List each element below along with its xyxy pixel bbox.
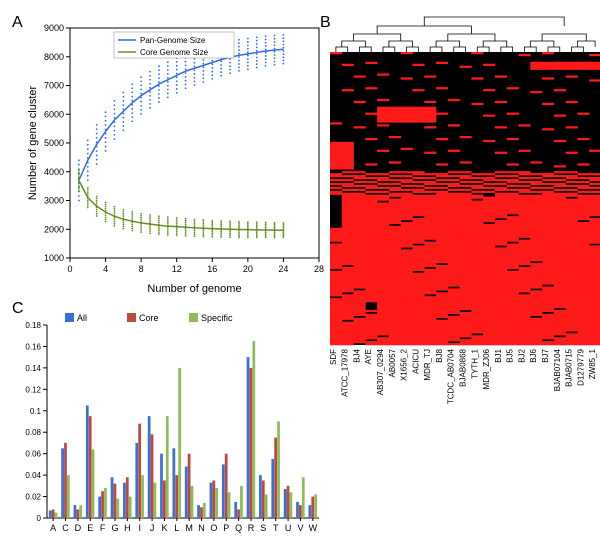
svg-text:BJAB07104: BJAB07104 bbox=[553, 348, 562, 391]
svg-text:BJAB0868: BJAB0868 bbox=[459, 348, 468, 386]
svg-text:0.02: 0.02 bbox=[25, 493, 41, 502]
svg-text:Core: Core bbox=[139, 313, 159, 323]
svg-text:20: 20 bbox=[243, 264, 253, 274]
svg-text:0.06: 0.06 bbox=[25, 450, 41, 459]
svg-text:0.1: 0.1 bbox=[30, 407, 42, 416]
svg-text:TCDC_AB0704: TCDC_AB0704 bbox=[447, 348, 456, 404]
svg-text:24: 24 bbox=[278, 264, 288, 274]
svg-text:E: E bbox=[87, 523, 93, 533]
svg-text:AB307_0294: AB307_0294 bbox=[376, 348, 385, 395]
svg-text:0.08: 0.08 bbox=[25, 428, 41, 437]
svg-text:0.14: 0.14 bbox=[25, 364, 41, 373]
svg-text:0.04: 0.04 bbox=[25, 471, 41, 480]
svg-text:ACICU: ACICU bbox=[411, 349, 420, 374]
svg-text:I: I bbox=[138, 523, 141, 533]
svg-text:BJ8: BJ8 bbox=[435, 348, 444, 362]
svg-text:X1656_2: X1656_2 bbox=[400, 348, 409, 381]
svg-text:TYTH_1: TYTH_1 bbox=[470, 348, 479, 378]
svg-text:4000: 4000 bbox=[44, 167, 64, 177]
svg-text:MDR_TJ: MDR_TJ bbox=[423, 349, 432, 381]
svg-text:AB0057: AB0057 bbox=[388, 348, 397, 377]
panel-b-heatmap: SDFATCC_17978BJ4AYEAB307_0294AB0057X1656… bbox=[328, 12, 600, 417]
svg-text:0: 0 bbox=[67, 264, 72, 274]
svg-text:ZW85_1: ZW85_1 bbox=[588, 348, 597, 379]
svg-text:9000: 9000 bbox=[44, 23, 64, 33]
svg-text:AYE: AYE bbox=[364, 349, 373, 364]
svg-text:O: O bbox=[210, 523, 217, 533]
svg-text:H: H bbox=[124, 523, 131, 533]
svg-text:Core Genome Size: Core Genome Size bbox=[140, 48, 209, 57]
svg-text:1000: 1000 bbox=[44, 253, 64, 263]
svg-text:U: U bbox=[285, 523, 292, 533]
svg-text:BJ4: BJ4 bbox=[352, 348, 361, 362]
svg-text:8: 8 bbox=[139, 264, 144, 274]
panel-c-chart: 0 0.02 0.04 0.06 0.08 0.1 0.12 0.14 0.16 0.18 ACDE… bbox=[15, 305, 325, 540]
svg-text:T: T bbox=[273, 523, 279, 533]
svg-text:K: K bbox=[161, 523, 167, 533]
svg-text:F: F bbox=[100, 523, 106, 533]
svg-text:S: S bbox=[260, 523, 266, 533]
panel-a-chart: 1000 2000 3000 4000 5000 6000 7000 8000 9000 0 4 8 1… bbox=[22, 18, 327, 298]
svg-text:2000: 2000 bbox=[44, 224, 64, 234]
svg-text:ATCC_17978: ATCC_17978 bbox=[341, 348, 350, 396]
svg-text:L: L bbox=[174, 523, 179, 533]
svg-text:12: 12 bbox=[172, 264, 182, 274]
svg-text:P: P bbox=[223, 523, 229, 533]
svg-text:BJ6: BJ6 bbox=[529, 348, 538, 362]
svg-text:3000: 3000 bbox=[44, 196, 64, 206]
svg-text:G: G bbox=[111, 523, 118, 533]
svg-text:BJ1: BJ1 bbox=[494, 348, 503, 362]
svg-text:0.12: 0.12 bbox=[25, 385, 41, 394]
svg-text:J: J bbox=[150, 523, 155, 533]
svg-text:Q: Q bbox=[235, 523, 242, 533]
svg-text:MDR_ZJ06: MDR_ZJ06 bbox=[482, 348, 491, 389]
svg-text:R: R bbox=[248, 523, 255, 533]
svg-text:6000: 6000 bbox=[44, 109, 64, 119]
svg-text:Number of gene cluster: Number of gene cluster bbox=[27, 86, 39, 201]
svg-text:V: V bbox=[297, 523, 303, 533]
svg-text:Number of genome: Number of genome bbox=[147, 283, 241, 295]
svg-text:7000: 7000 bbox=[44, 81, 64, 91]
svg-text:Pan-Genome Size: Pan-Genome Size bbox=[140, 36, 206, 45]
svg-text:All: All bbox=[77, 313, 87, 323]
svg-text:16: 16 bbox=[207, 264, 217, 274]
svg-text:D1279779: D1279779 bbox=[576, 348, 585, 385]
svg-text:W: W bbox=[309, 523, 318, 533]
svg-text:D: D bbox=[75, 523, 82, 533]
svg-text:0.16: 0.16 bbox=[25, 342, 41, 351]
svg-text:BJ2: BJ2 bbox=[517, 348, 526, 362]
svg-text:SDF: SDF bbox=[329, 349, 338, 365]
svg-text:28: 28 bbox=[314, 264, 324, 274]
svg-text:A: A bbox=[50, 523, 56, 533]
svg-text:M: M bbox=[185, 523, 193, 533]
svg-text:4: 4 bbox=[103, 264, 108, 274]
svg-text:8000: 8000 bbox=[44, 52, 64, 62]
svg-text:N: N bbox=[198, 523, 205, 533]
svg-text:0.18: 0.18 bbox=[25, 321, 41, 330]
svg-text:0: 0 bbox=[37, 514, 42, 523]
svg-text:Specific: Specific bbox=[201, 313, 233, 323]
svg-text:BJ5: BJ5 bbox=[506, 348, 515, 362]
svg-text:5000: 5000 bbox=[44, 138, 64, 148]
svg-text:BJAB0715: BJAB0715 bbox=[565, 348, 574, 386]
figure-container: A B C 1000200030004000500060007000800090… bbox=[10, 10, 590, 535]
svg-text:BJ7: BJ7 bbox=[541, 348, 550, 362]
svg-text:C: C bbox=[62, 523, 69, 533]
